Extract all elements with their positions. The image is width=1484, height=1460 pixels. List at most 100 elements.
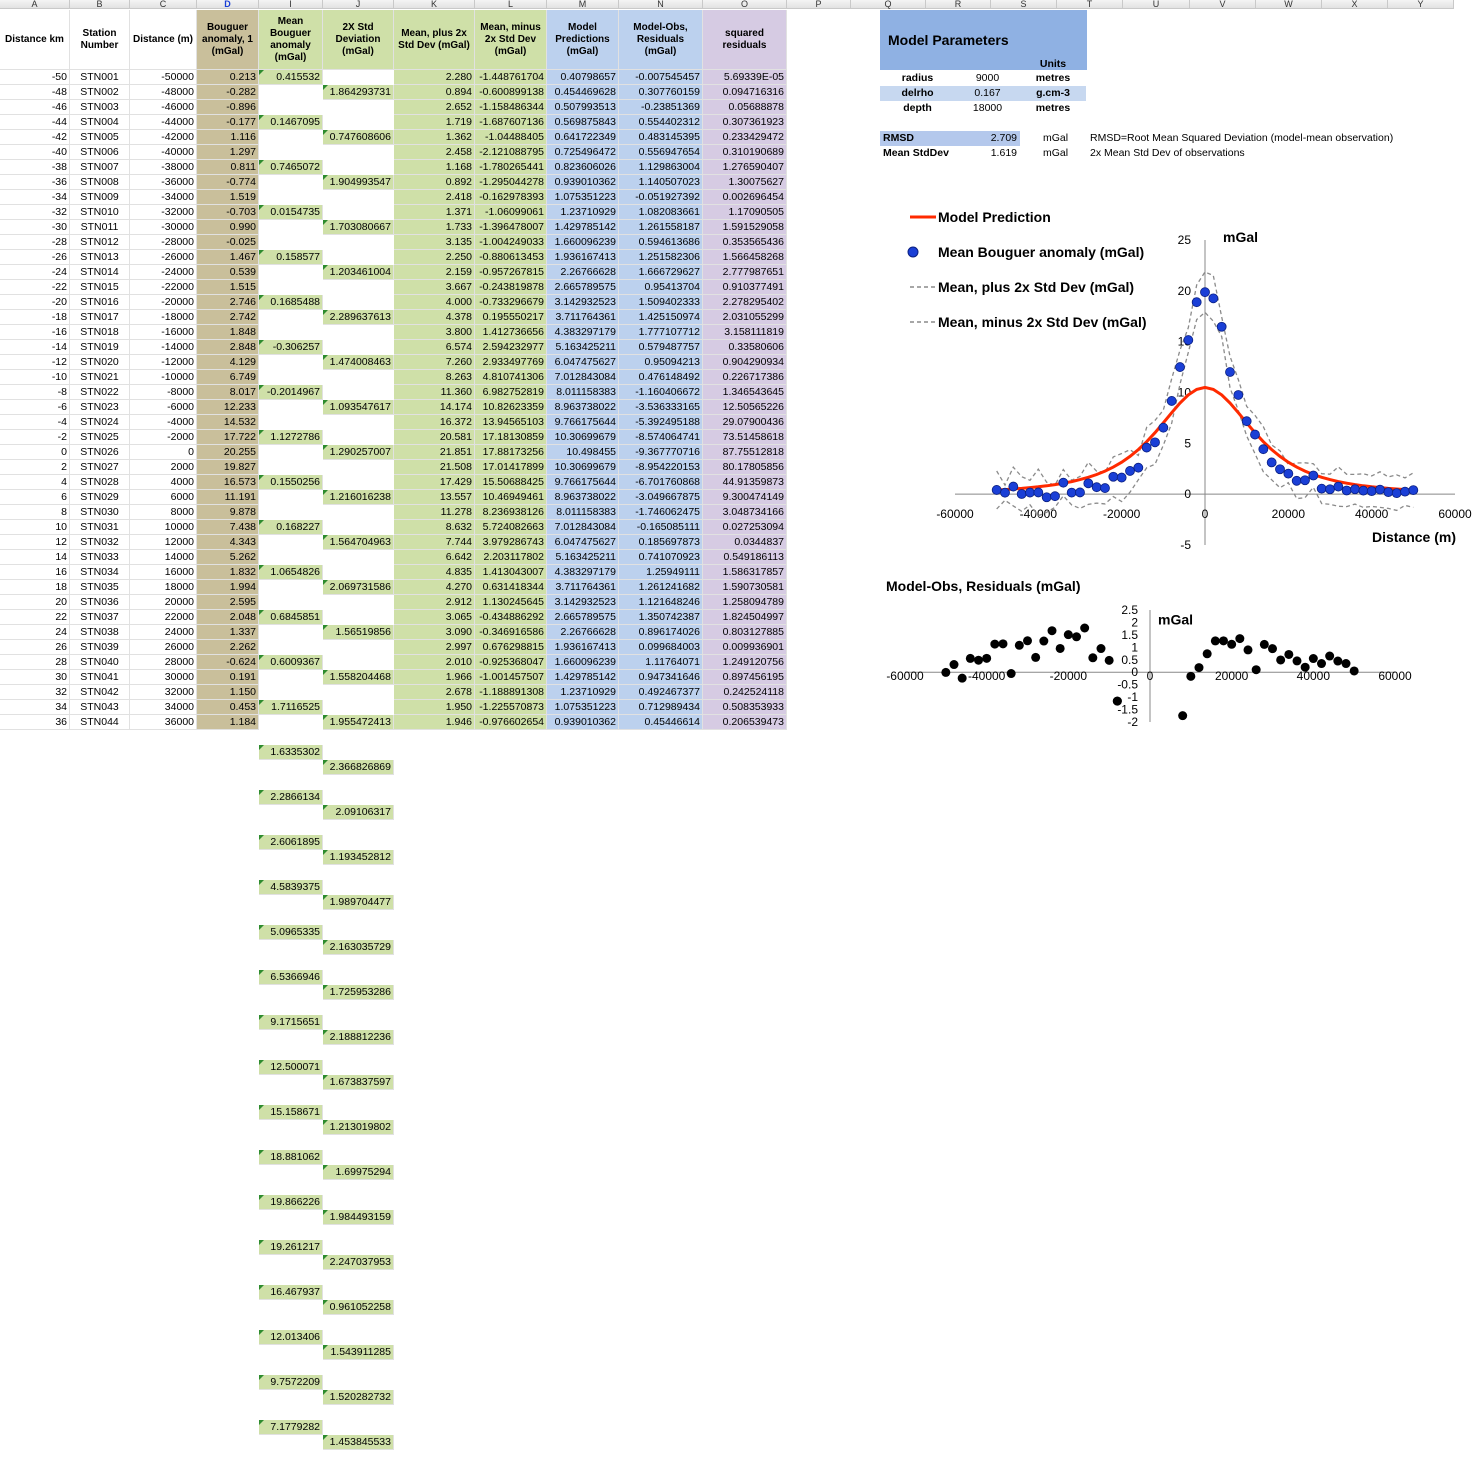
cell-j[interactable]: 1.203461004 <box>323 265 394 280</box>
cell-l[interactable]: 17.18130859 <box>475 430 547 445</box>
cell-n[interactable]: -3.049667875 <box>619 490 703 505</box>
cell-b[interactable]: STN040 <box>70 655 130 670</box>
cell-o[interactable]: 0.226717386 <box>703 370 787 385</box>
cell-i[interactable]: 9.7572209 <box>259 1375 323 1390</box>
cell-l[interactable]: 3.979286743 <box>475 535 547 550</box>
cell-a[interactable]: 6 <box>0 490 70 505</box>
cell-o[interactable]: 87.75512818 <box>703 445 787 460</box>
cell-d[interactable]: 0.191 <box>197 670 259 685</box>
cell-b[interactable]: STN010 <box>70 205 130 220</box>
cell-k[interactable]: 1.719 <box>394 115 475 130</box>
cell-a[interactable]: 32 <box>0 685 70 700</box>
cell-m[interactable]: 2.26766628 <box>547 265 619 280</box>
cell-d[interactable]: 1.832 <box>197 565 259 580</box>
cell-m[interactable]: 2.665789575 <box>547 610 619 625</box>
cell-c[interactable]: -50000 <box>130 70 197 85</box>
cell-a[interactable]: 4 <box>0 475 70 490</box>
cell-i[interactable]: 19.866226 <box>259 1195 323 1210</box>
cell-o[interactable]: 0.803127885 <box>703 625 787 640</box>
cell-l[interactable]: 10.46949461 <box>475 490 547 505</box>
cell-k[interactable]: 1.733 <box>394 220 475 235</box>
cell-b[interactable]: STN034 <box>70 565 130 580</box>
cell-c[interactable]: -26000 <box>130 250 197 265</box>
cell-d[interactable]: -0.774 <box>197 175 259 190</box>
cell-l[interactable]: 0.195550217 <box>475 310 547 325</box>
cell-n[interactable]: -6.701760868 <box>619 475 703 490</box>
cell-n[interactable]: -0.165085111 <box>619 520 703 535</box>
cell-b[interactable]: STN025 <box>70 430 130 445</box>
cell-b[interactable]: STN029 <box>70 490 130 505</box>
cell-o[interactable]: 0.904290934 <box>703 355 787 370</box>
cell-i[interactable]: 0.1467095 <box>259 115 323 130</box>
cell-b[interactable]: STN002 <box>70 85 130 100</box>
header-cell-i[interactable]: Mean Bouguer anomaly (mGal) <box>259 10 323 70</box>
cell-b[interactable]: STN011 <box>70 220 130 235</box>
column-header-y[interactable]: Y <box>1388 0 1454 9</box>
cell-d[interactable]: 1.184 <box>197 715 259 730</box>
cell-m[interactable]: 0.939010362 <box>547 175 619 190</box>
cell-o[interactable]: 1.824504997 <box>703 610 787 625</box>
cell-c[interactable]: -32000 <box>130 205 197 220</box>
cell-a[interactable]: -38 <box>0 160 70 175</box>
cell-i[interactable]: -0.306257 <box>259 340 323 355</box>
cell-a[interactable]: 0 <box>0 445 70 460</box>
cell-l[interactable]: -0.925368047 <box>475 655 547 670</box>
cell-b[interactable]: STN019 <box>70 340 130 355</box>
cell-m[interactable]: 0.569875843 <box>547 115 619 130</box>
column-header-c[interactable]: C <box>130 0 197 9</box>
cell-c[interactable]: 14000 <box>130 550 197 565</box>
cell-b[interactable]: STN035 <box>70 580 130 595</box>
cell-d[interactable]: 16.573 <box>197 475 259 490</box>
cell-k[interactable]: 6.642 <box>394 550 475 565</box>
cell-o[interactable]: 0.242524118 <box>703 685 787 700</box>
cell-j[interactable]: 2.09106317 <box>323 805 394 820</box>
column-header-l[interactable]: L <box>475 0 547 9</box>
cell-d[interactable]: 5.262 <box>197 550 259 565</box>
column-header-p[interactable]: P <box>787 0 851 9</box>
cell-j[interactable]: 1.564704963 <box>323 535 394 550</box>
cell-o[interactable]: 1.249120756 <box>703 655 787 670</box>
cell-o[interactable]: 0.027253094 <box>703 520 787 535</box>
cell-n[interactable]: 0.594613686 <box>619 235 703 250</box>
cell-j[interactable]: 1.543911285 <box>323 1345 394 1360</box>
cell-c[interactable]: 6000 <box>130 490 197 505</box>
cell-i[interactable]: 0.415532 <box>259 70 323 85</box>
cell-c[interactable]: 34000 <box>130 700 197 715</box>
cell-n[interactable]: -0.007545457 <box>619 70 703 85</box>
meanstd-value[interactable]: 1.619 <box>990 147 1017 159</box>
column-header-s[interactable]: S <box>991 0 1057 9</box>
cell-k[interactable]: 2.010 <box>394 655 475 670</box>
cell-a[interactable]: -26 <box>0 250 70 265</box>
cell-j[interactable]: 2.069731586 <box>323 580 394 595</box>
cell-m[interactable]: 1.23710929 <box>547 205 619 220</box>
cell-c[interactable]: 4000 <box>130 475 197 490</box>
cell-o[interactable]: 3.158111819 <box>703 325 787 340</box>
cell-a[interactable]: -22 <box>0 280 70 295</box>
cell-n[interactable]: 1.666729627 <box>619 265 703 280</box>
cell-b[interactable]: STN022 <box>70 385 130 400</box>
cell-k[interactable]: 3.065 <box>394 610 475 625</box>
cell-j[interactable]: 1.56519856 <box>323 625 394 640</box>
cell-k[interactable]: 1.946 <box>394 715 475 730</box>
cell-j[interactable]: 1.955472413 <box>323 715 394 730</box>
cell-l[interactable]: 1.413043007 <box>475 565 547 580</box>
cell-k[interactable]: 20.581 <box>394 430 475 445</box>
column-header-d[interactable]: D <box>197 0 259 9</box>
cell-m[interactable]: 2.26766628 <box>547 625 619 640</box>
cell-k[interactable]: 2.997 <box>394 640 475 655</box>
cell-c[interactable]: -12000 <box>130 355 197 370</box>
header-cell-l[interactable]: Mean, minus 2x Std Dev (mGal) <box>475 10 547 70</box>
cell-j[interactable]: 1.213019802 <box>323 1120 394 1135</box>
cell-l[interactable]: -1.295044278 <box>475 175 547 190</box>
cell-b[interactable]: STN033 <box>70 550 130 565</box>
cell-a[interactable]: 2 <box>0 460 70 475</box>
cell-k[interactable]: 2.678 <box>394 685 475 700</box>
cell-n[interactable]: 0.95094213 <box>619 355 703 370</box>
cell-l[interactable]: 6.982752819 <box>475 385 547 400</box>
cell-j[interactable]: 2.188812236 <box>323 1030 394 1045</box>
cell-l[interactable]: -0.434886292 <box>475 610 547 625</box>
cell-k[interactable]: 17.429 <box>394 475 475 490</box>
cell-m[interactable]: 3.142932523 <box>547 295 619 310</box>
cell-n[interactable]: 0.45446614 <box>619 715 703 730</box>
cell-l[interactable]: -0.162978393 <box>475 190 547 205</box>
